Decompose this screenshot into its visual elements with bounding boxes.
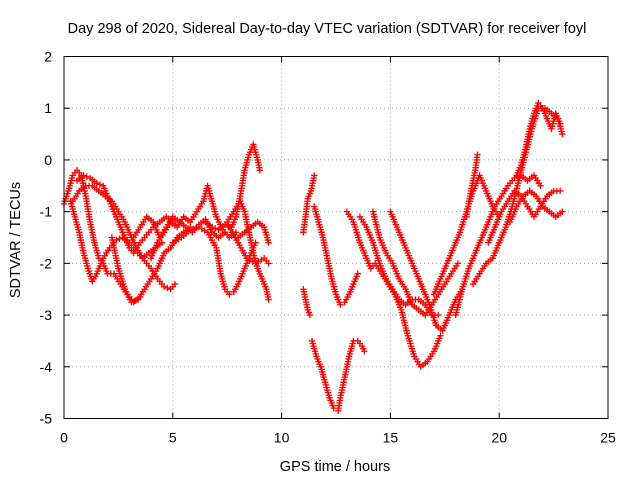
data-point	[116, 235, 123, 242]
data-point	[256, 167, 264, 174]
series-track-15	[308, 337, 368, 414]
data-point	[559, 208, 566, 215]
data-point	[354, 270, 361, 277]
series-track-10	[224, 198, 272, 303]
data-point	[96, 181, 104, 188]
data-point	[474, 151, 481, 158]
y-tick-label: -5	[40, 411, 53, 427]
data-point	[454, 260, 462, 267]
data-point	[189, 225, 197, 233]
x-tick-label: 25	[600, 430, 616, 446]
y-tick-label: 0	[44, 152, 52, 168]
data-point	[187, 226, 194, 233]
data-point	[559, 130, 566, 138]
data-point	[208, 223, 216, 231]
series-track-16	[311, 203, 361, 308]
series-track-26	[506, 187, 566, 226]
y-tick-label: 2	[44, 49, 52, 65]
y-tick-label: -1	[40, 204, 53, 220]
data-point	[83, 173, 91, 180]
series-track-13	[300, 172, 318, 236]
data-point	[437, 332, 444, 339]
data-point	[265, 296, 272, 303]
data-point	[171, 280, 179, 288]
chart-title: Day 298 of 2020, Sidereal Day-to-day VTE…	[68, 21, 587, 37]
data-point	[212, 225, 219, 232]
data-point	[192, 224, 200, 232]
plot-frame	[63, 56, 609, 419]
data-point	[306, 311, 314, 319]
data-point	[265, 239, 272, 246]
y-tick-label: -4	[40, 359, 53, 375]
x-axis-label: GPS time / hours	[280, 459, 390, 475]
series-track-9	[202, 141, 264, 233]
y-tick-label: -3	[40, 307, 53, 323]
series-track-23	[463, 151, 481, 221]
data-point	[265, 260, 272, 267]
data-point	[226, 291, 233, 298]
x-tick-label: 0	[60, 430, 68, 446]
data-point	[556, 187, 564, 195]
series-track-12	[226, 223, 272, 267]
data-point	[93, 180, 100, 187]
series-track-14	[300, 286, 314, 319]
x-tick-label: 15	[383, 430, 399, 446]
series-track-27	[513, 99, 564, 179]
data-point	[337, 301, 344, 308]
x-tick-label: 10	[274, 430, 290, 446]
data-point	[361, 348, 368, 355]
series-track-5	[108, 223, 194, 306]
y-axis-label: SDTVAR / TECUs	[8, 182, 24, 298]
data-point	[160, 283, 168, 290]
series-track-22	[452, 172, 544, 319]
data-points	[60, 99, 566, 414]
y-tick-label: 1	[44, 100, 52, 116]
series-track-25	[485, 187, 564, 246]
y-tick-label: -2	[40, 255, 53, 271]
data-point	[164, 284, 171, 292]
data-point	[537, 182, 544, 189]
series-track-11	[234, 218, 272, 246]
data-point	[131, 297, 138, 305]
data-point	[128, 298, 135, 306]
series-track-8	[169, 223, 259, 298]
data-point	[80, 172, 87, 179]
x-tick-label: 20	[491, 430, 507, 446]
data-point	[556, 120, 564, 127]
data-point	[435, 311, 442, 319]
data-point	[311, 172, 318, 179]
data-point	[225, 222, 232, 230]
x-tick-label: 5	[169, 430, 177, 446]
series-track-24	[469, 105, 566, 288]
